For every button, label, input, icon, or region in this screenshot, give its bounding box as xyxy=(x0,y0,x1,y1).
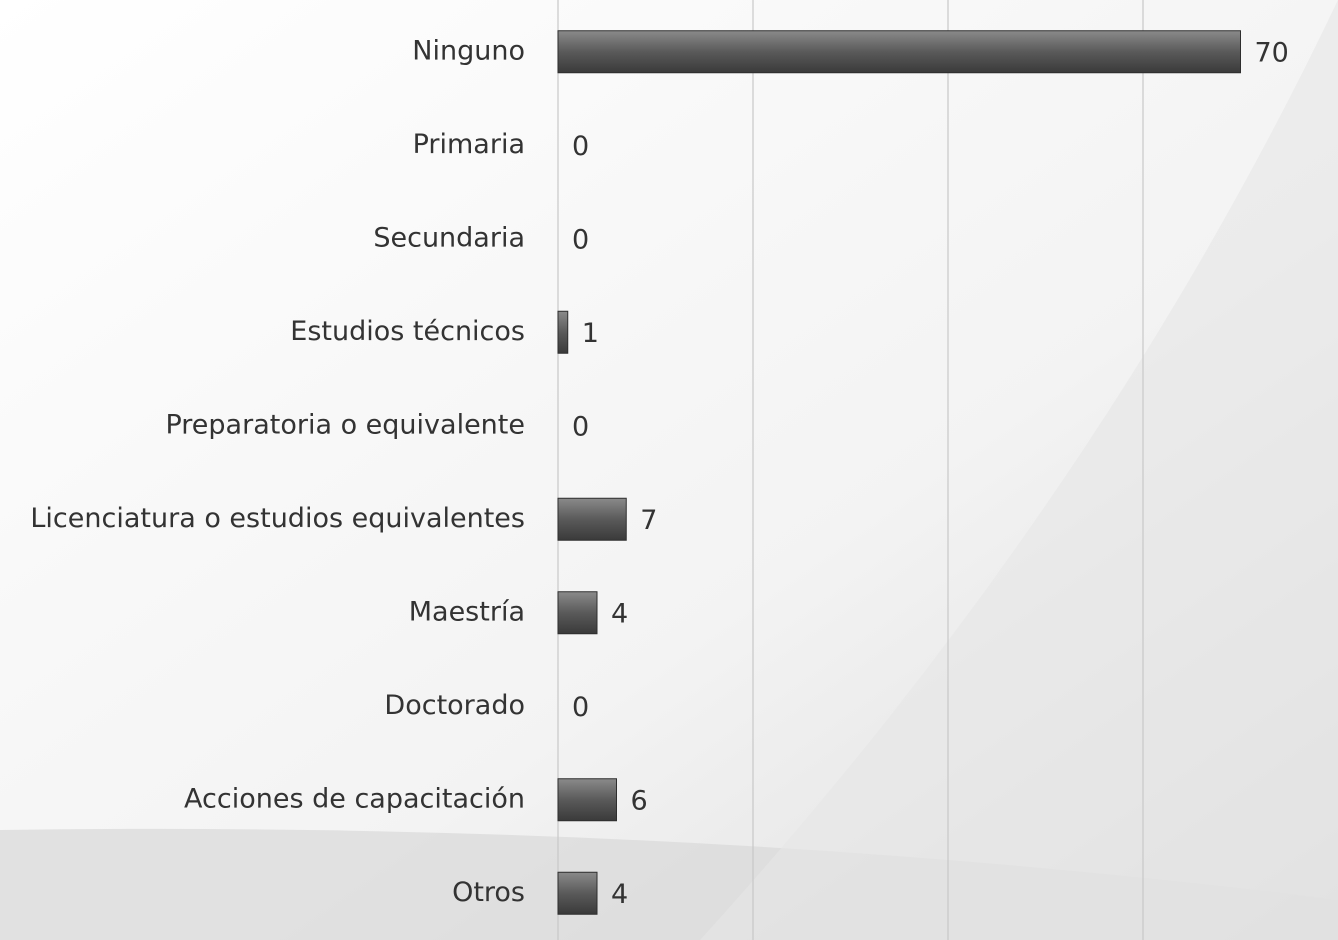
bar xyxy=(557,30,1241,74)
value-label: 0 xyxy=(572,131,589,162)
category-label: Estudios técnicos xyxy=(290,316,525,347)
bar xyxy=(557,310,569,354)
value-label: 0 xyxy=(572,411,589,442)
category-label: Acciones de capacitación xyxy=(184,783,525,814)
value-label: 1 xyxy=(582,318,599,349)
value-label: 0 xyxy=(572,224,589,255)
value-label: 7 xyxy=(640,505,657,536)
category-label: Secundaria xyxy=(373,222,525,253)
category-label: Doctorado xyxy=(384,690,525,721)
bar xyxy=(557,871,598,915)
category-label: Maestría xyxy=(409,596,525,627)
bar xyxy=(557,778,617,822)
category-label: Preparatoria o equivalente xyxy=(165,409,525,440)
bar xyxy=(557,591,598,635)
value-label: 0 xyxy=(572,692,589,723)
value-label: 4 xyxy=(611,879,628,910)
category-label: Ninguno xyxy=(412,35,525,66)
value-label: 4 xyxy=(611,598,628,629)
category-label: Otros xyxy=(452,877,525,908)
bar xyxy=(557,497,627,541)
category-label: Licenciatura o estudios equivalentes xyxy=(30,503,525,534)
value-label: 6 xyxy=(631,785,648,816)
background-curve xyxy=(700,0,1338,940)
value-label: 70 xyxy=(1255,37,1289,68)
category-label: Primaria xyxy=(413,129,525,160)
